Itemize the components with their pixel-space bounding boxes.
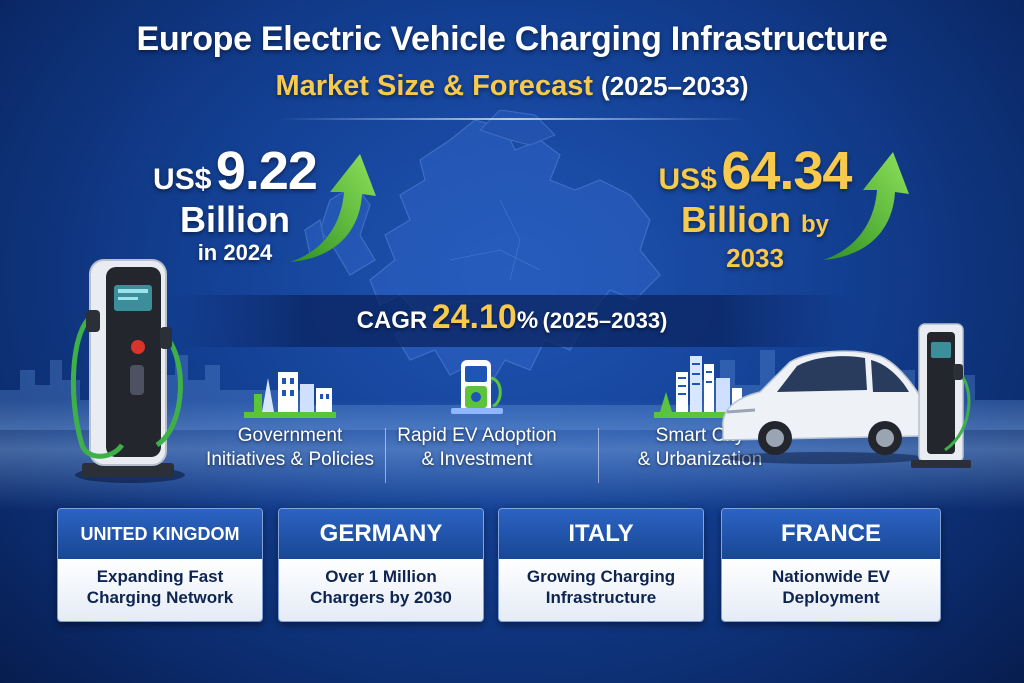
region-card-germany: GERMANY Over 1 Million Chargers by 2030 <box>278 508 484 622</box>
region-description: Over 1 Million Chargers by 2030 <box>279 559 483 621</box>
region-name: ITALY <box>499 509 703 559</box>
region-description: Expanding Fast Charging Network <box>58 559 262 621</box>
region-description-line2: Chargers by 2030 <box>310 588 452 607</box>
cagr-band <box>170 295 854 347</box>
growth-arrow-icon <box>823 152 909 260</box>
ev-charger-icon <box>451 360 503 414</box>
driver-smart-city-line2: & Urbanization <box>637 449 763 470</box>
region-description: Nationwide EV Deployment <box>722 559 940 621</box>
driver-divider <box>385 428 386 483</box>
region-name: GERMANY <box>279 509 483 559</box>
cagr-percent: % <box>516 307 539 334</box>
page-subtitle: Market Size & Forecast (2025–2033) <box>0 70 1024 103</box>
forecast-unit: Billion <box>680 199 791 240</box>
growth-arrow-icon <box>290 154 376 262</box>
driver-government-line2: Initiatives & Policies <box>206 449 374 470</box>
cagr-range: (2025–2033) <box>542 308 668 333</box>
region-card-france: FRANCE Nationwide EV Deployment <box>721 508 941 622</box>
current-market-size: US$ 9.22 Billion in 2024 <box>135 140 335 266</box>
forecast-year: 2033 <box>726 243 784 273</box>
electric-car-icon <box>722 350 930 464</box>
driver-smart-city: Smart City & Urbanization <box>605 350 795 472</box>
region-description-line2: Infrastructure <box>545 588 657 607</box>
region-description-line2: Deployment <box>782 588 880 607</box>
region-card-uk: UNITED KINGDOM Expanding Fast Charging N… <box>57 508 263 622</box>
title-divider <box>277 118 747 120</box>
driver-ev-adoption-line2: & Investment <box>421 449 533 470</box>
forecast-currency: US$ <box>658 163 717 196</box>
driver-government-line1: Government <box>237 425 343 446</box>
page-title: Europe Electric Vehicle Charging Infrast… <box>136 20 888 58</box>
driver-ev-adoption: Rapid EV Adoption & Investment <box>392 358 562 472</box>
cagr-label: CAGR <box>356 307 428 334</box>
government-building-icon <box>244 372 336 418</box>
driver-government: Government Initiatives & Policies <box>200 358 380 472</box>
region-description-line2: Charging Network <box>86 588 234 607</box>
subtitle-years: (2025–2033) <box>601 71 749 101</box>
region-description-line1: Over 1 Million <box>325 567 437 586</box>
forecast-market-size: US$ 64.34 Billion by 2033 <box>640 140 870 271</box>
region-description: Growing Charging Infrastructure <box>499 559 703 621</box>
region-description-line1: Nationwide EV <box>771 567 891 586</box>
subtitle-main: Market Size & Forecast <box>275 70 593 102</box>
current-currency: US$ <box>153 163 212 196</box>
region-description-line1: Growing Charging <box>526 567 676 586</box>
forecast-value: 64.34 <box>721 141 852 201</box>
ev-charging-station-icon <box>70 259 185 483</box>
city-skyline-icon <box>654 356 746 418</box>
cagr-value: 24.10 <box>431 298 517 336</box>
current-unit: Billion <box>180 199 290 240</box>
forecast-by: by <box>801 211 830 238</box>
driver-smart-city-line1: Smart City <box>655 425 745 446</box>
ev-charging-station-icon <box>911 323 971 468</box>
region-description-line1: Expanding Fast <box>96 567 224 586</box>
cagr-line: CAGR 24.10% (2025–2033) <box>0 298 1024 337</box>
region-name: FRANCE <box>722 509 940 559</box>
current-year: in 2024 <box>197 240 273 265</box>
region-card-italy: ITALY Growing Charging Infrastructure <box>498 508 704 622</box>
current-value: 9.22 <box>215 141 318 201</box>
region-cards: UNITED KINGDOM Expanding Fast Charging N… <box>57 508 941 622</box>
driver-divider <box>598 428 599 483</box>
driver-ev-adoption-line1: Rapid EV Adoption <box>397 425 557 446</box>
region-name: UNITED KINGDOM <box>58 509 262 559</box>
forecast-unit-line: Billion by <box>640 200 870 245</box>
